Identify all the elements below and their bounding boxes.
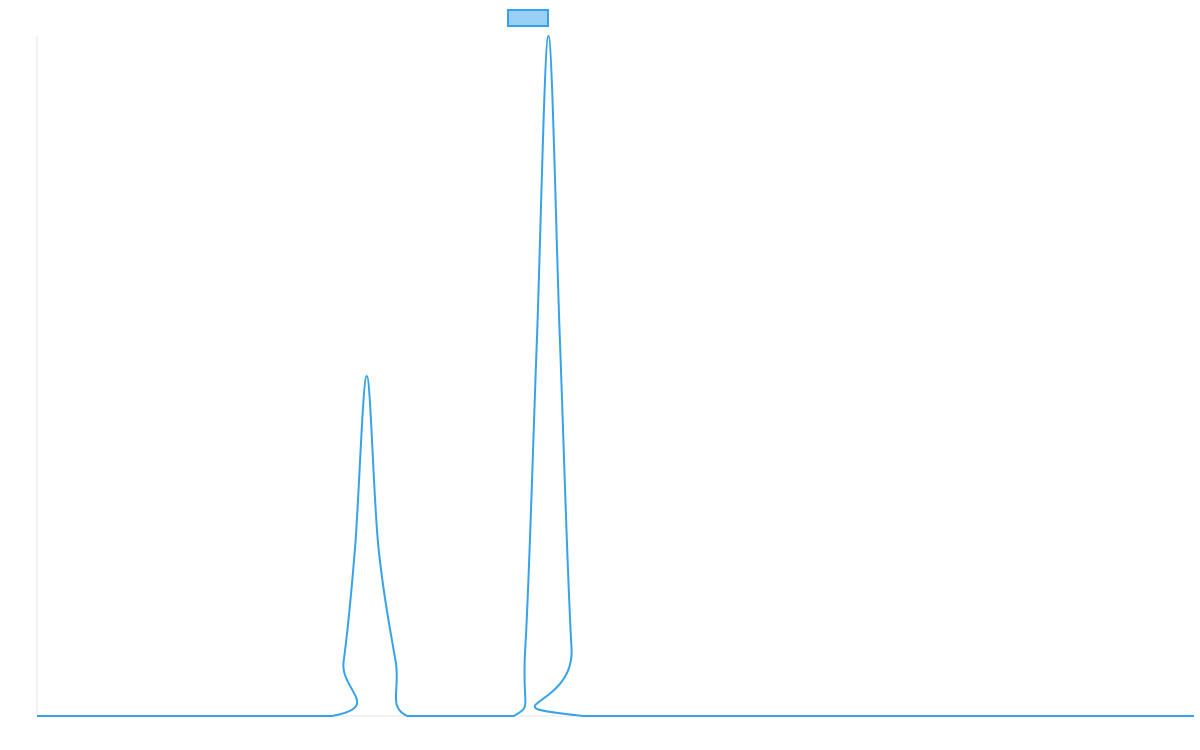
series-layer [37,35,1194,717]
axes [36,36,1194,717]
legend-swatch[interactable] [507,9,549,27]
legend[interactable] [507,9,549,27]
series-line-0 [37,35,1194,717]
